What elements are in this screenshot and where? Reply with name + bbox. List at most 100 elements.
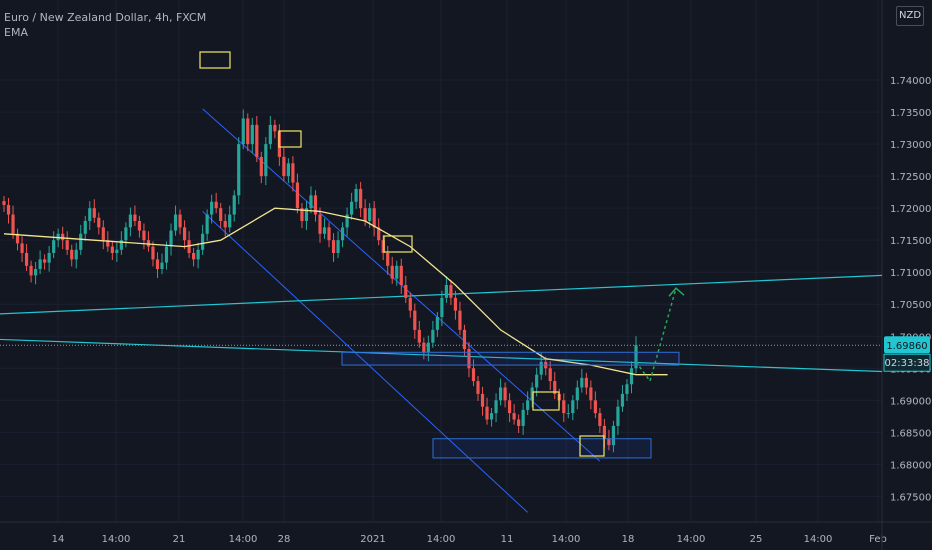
bar-countdown: 02:33:38: [885, 358, 930, 369]
swing-marker-box: [579, 435, 605, 457]
candle-body: [178, 214, 182, 228]
channel-line-lower: [202, 210, 528, 513]
candle-body: [368, 208, 372, 221]
candle-body: [115, 249, 119, 253]
candle-body: [83, 220, 87, 234]
candle-body: [142, 230, 146, 241]
candle-body: [38, 259, 42, 270]
candle-body: [404, 285, 408, 298]
candle-body: [571, 400, 575, 414]
candle-body: [268, 124, 272, 145]
candle-body: [584, 377, 588, 388]
candle-body: [458, 310, 462, 330]
candle-body: [192, 252, 196, 260]
candle-body: [580, 377, 584, 388]
candle-body: [593, 400, 597, 414]
candle-body: [575, 387, 579, 401]
y-tick-label: 1.68500: [890, 428, 931, 439]
candle-body: [462, 329, 467, 350]
candle-body: [629, 368, 634, 385]
candle-body: [47, 252, 51, 263]
candle-body: [214, 201, 218, 209]
candle-body: [535, 374, 539, 388]
candle-body: [327, 227, 331, 241]
y-tick-label: 1.71000: [890, 268, 931, 279]
candle-body: [399, 265, 403, 286]
ema-line: [3, 207, 668, 376]
candle-body: [350, 201, 354, 215]
candle-body: [201, 233, 205, 250]
candle-body: [151, 246, 155, 260]
candle-body: [106, 240, 110, 247]
candle-body: [598, 413, 602, 426]
symbol-title[interactable]: Euro / New Zealand Dollar, 4h, FXCM: [4, 11, 207, 24]
currency-badge[interactable]: NZD: [896, 6, 924, 26]
candle-body: [498, 387, 503, 401]
candle-body: [205, 214, 209, 234]
support-zone: [432, 438, 652, 459]
candle-body: [20, 243, 24, 253]
candle-body: [92, 208, 96, 218]
x-tick-label: 2021: [360, 534, 385, 545]
candle-body: [562, 400, 566, 414]
candle-body: [476, 381, 480, 394]
candle-body: [471, 368, 476, 382]
y-tick-label: 1.70500: [890, 300, 931, 311]
candle-body: [43, 259, 47, 263]
swing-marker-box: [278, 130, 302, 148]
swing-marker-box: [383, 235, 413, 253]
candle-body: [377, 227, 381, 241]
candle-body: [494, 400, 498, 414]
candle-body: [634, 345, 638, 369]
candle-body: [508, 400, 512, 414]
candle-body: [318, 214, 322, 234]
candle-body: [521, 409, 525, 426]
candle-body: [526, 400, 530, 410]
candle-body: [345, 214, 349, 228]
candle-body: [286, 163, 290, 177]
candle-body: [413, 310, 417, 330]
x-tick-label: 21: [173, 534, 186, 545]
candle-body: [237, 144, 241, 196]
candle-body: [381, 240, 385, 253]
candle-body: [101, 227, 105, 241]
candle-body: [56, 233, 60, 241]
candle-body: [336, 240, 340, 253]
candle-body: [52, 240, 56, 253]
candle-body: [74, 249, 78, 260]
x-tick-label: 28: [278, 534, 291, 545]
candle-body: [422, 342, 426, 353]
candle-body: [97, 217, 101, 228]
candle-body: [553, 381, 557, 394]
candle-body: [119, 240, 123, 250]
x-tick-label: 14:00: [427, 534, 456, 545]
candle-body: [395, 265, 399, 279]
candle-body: [435, 317, 439, 330]
indicator-label[interactable]: EMA: [4, 26, 28, 39]
candle-body: [70, 249, 74, 260]
countdown-tag: [883, 353, 931, 372]
candle-body: [246, 118, 250, 145]
candle-body: [611, 425, 616, 446]
swing-marker-box: [199, 51, 231, 69]
candle-body: [467, 349, 471, 369]
current-price-value: 1.69860: [886, 341, 927, 352]
x-tick-label: 14:00: [552, 534, 581, 545]
x-tick-label: 14:00: [677, 534, 706, 545]
x-tick-label: Feb: [869, 534, 887, 545]
candle-body: [390, 265, 394, 279]
candle-body: [589, 387, 593, 401]
candle-body: [548, 368, 552, 382]
candle-body: [241, 118, 245, 145]
candle-body: [282, 156, 286, 177]
x-tick-label: 14:00: [229, 534, 258, 545]
candle-body: [65, 240, 69, 250]
y-tick-label: 1.72500: [890, 172, 931, 183]
candle-body: [485, 406, 489, 420]
trendline-rising: [0, 274, 883, 315]
candle-body: [160, 262, 164, 270]
candle-body: [173, 214, 178, 231]
candle-body: [512, 413, 516, 420]
